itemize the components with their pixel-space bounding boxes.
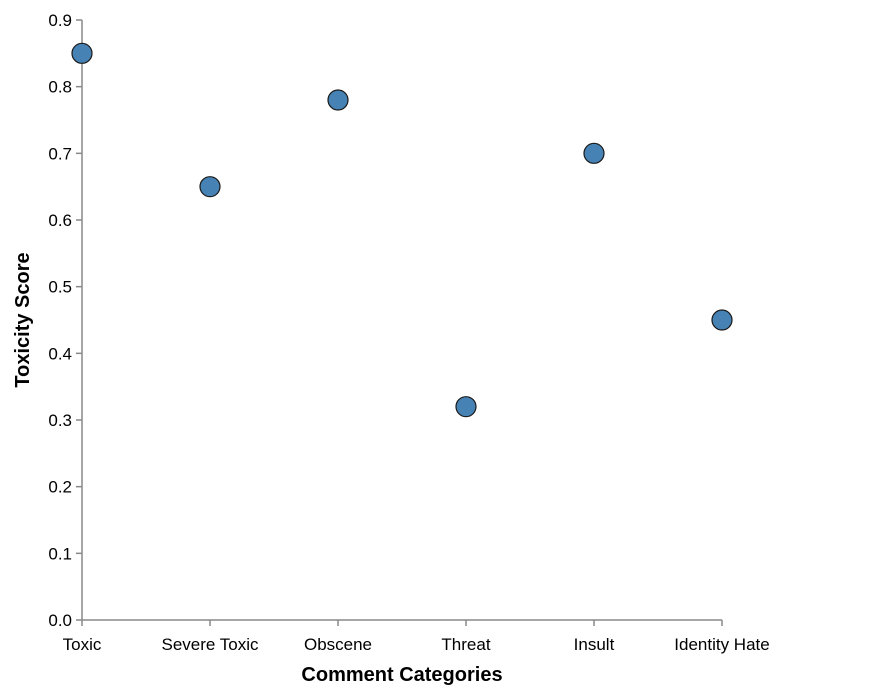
- x-axis-ticks: Toxic Severe Toxic Obscene Threat Insult Iden…: [63, 620, 770, 654]
- data-point[interactable]: [71, 42, 93, 64]
- x-tick-label: Insult: [574, 635, 615, 654]
- data-point[interactable]: [455, 396, 477, 418]
- y-tick-label: 0.1: [48, 544, 72, 563]
- y-tick-label: 0.8: [48, 78, 72, 97]
- data-point[interactable]: [199, 176, 221, 198]
- data-point[interactable]: [327, 89, 349, 111]
- y-axis-title: Toxicity Score: [12, 252, 34, 387]
- y-tick-label: 0.5: [48, 278, 72, 297]
- y-tick-label: 0.7: [48, 144, 72, 163]
- y-tick-label: 0.4: [48, 344, 72, 363]
- data-points: [71, 42, 733, 418]
- x-axis-title: Comment Categories: [301, 664, 502, 686]
- x-tick-label: Obscene: [304, 635, 372, 654]
- data-point[interactable]: [583, 142, 605, 164]
- x-tick-label: Severe Toxic: [161, 635, 259, 654]
- y-tick-label: 0.0: [48, 611, 72, 630]
- y-tick-label: 0.2: [48, 478, 72, 497]
- y-tick-label: 0.9: [48, 11, 72, 30]
- data-point[interactable]: [711, 309, 733, 331]
- y-axis-ticks: 0.0 0.1 0.2 0.3 0.4 0.5 0.6 0.7 0.8 0.9: [48, 11, 82, 630]
- x-tick-label: Identity Hate: [674, 635, 769, 654]
- x-tick-label: Toxic: [63, 635, 102, 654]
- x-tick-label: Threat: [441, 635, 490, 654]
- y-tick-label: 0.6: [48, 211, 72, 230]
- plot-area: 0.0 0.1 0.2 0.3 0.4 0.5 0.6 0.7 0.8 0.9 Toxic Seve…: [48, 11, 769, 654]
- y-tick-label: 0.3: [48, 411, 72, 430]
